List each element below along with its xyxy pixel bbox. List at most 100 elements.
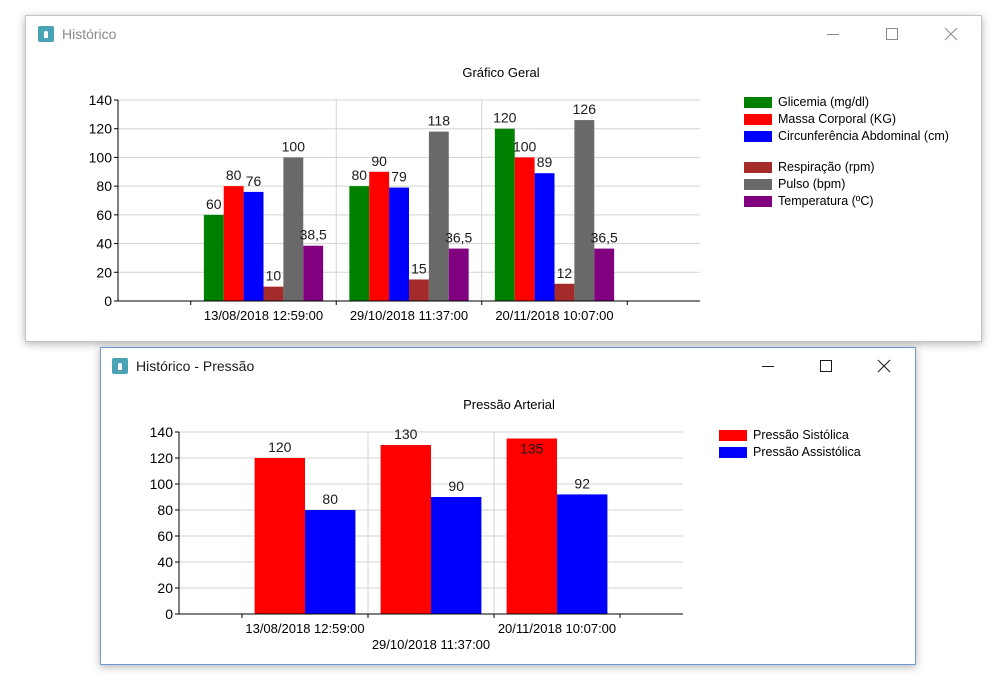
y-tick-label: 80: [157, 502, 173, 518]
bar: [203, 214, 224, 301]
legend-label: Pressão Assistólica: [753, 445, 861, 459]
data-label: 36,5: [591, 230, 618, 246]
x-tick-label: 29/10/2018 11:37:00: [350, 308, 468, 323]
legend-label: Pressão Sistólica: [753, 428, 849, 442]
bar: [223, 186, 244, 301]
legend-label: Pulso (bpm): [778, 177, 846, 191]
bar: [554, 283, 575, 301]
title-bar[interactable]: Histórico: [26, 16, 981, 52]
bar: [506, 438, 557, 614]
y-tick-label: 60: [157, 528, 173, 544]
window-title: Histórico: [62, 26, 117, 42]
historico-window: Histórico Gráfico Geral 0 20 40 60 80 100 120 14…: [25, 15, 982, 342]
bar: [263, 286, 284, 301]
bar: [428, 131, 449, 301]
y-tick-label: 100: [150, 476, 174, 492]
data-label: 126: [573, 101, 597, 117]
close-icon[interactable]: [940, 23, 962, 45]
chart-title: Gráfico Geral: [462, 65, 539, 80]
x-tick-label: 20/11/2018 10:07:00: [495, 308, 613, 323]
data-label: 80: [322, 491, 338, 507]
legend-item: Glicemia (mg/dl): [744, 95, 964, 109]
bar: [305, 510, 356, 614]
x-tick-label: 29/10/2018 11:37:00: [372, 637, 490, 652]
legend-swatch: [744, 131, 772, 142]
legend-label: Circunferência Abdominal (cm): [778, 129, 949, 143]
chart-title: Pressão Arterial: [463, 397, 555, 412]
y-tick-label: 100: [89, 149, 113, 165]
data-label: 120: [268, 439, 292, 455]
data-label: 60: [206, 196, 222, 212]
legend-item: Respiração (rpm): [744, 160, 964, 174]
bar: [254, 458, 305, 614]
x-tick-label: 13/08/2018 12:59:00: [245, 621, 364, 636]
y-tick-label: 60: [96, 207, 112, 223]
data-label: 12: [557, 265, 573, 281]
data-label: 118: [428, 113, 451, 129]
bar: [409, 279, 429, 301]
legend-item: Pulso (bpm): [744, 177, 964, 191]
maximize-icon[interactable]: [815, 355, 837, 377]
legend-swatch: [719, 430, 747, 441]
bar: [369, 171, 390, 301]
x-tick-label: 20/11/2018 10:07:00: [498, 621, 616, 636]
bar: [557, 494, 608, 614]
data-label: 100: [513, 138, 537, 154]
y-tick-label: 140: [150, 424, 174, 440]
data-label: 120: [493, 110, 517, 126]
data-label: 36,5: [445, 230, 472, 246]
minimize-icon[interactable]: [822, 23, 844, 45]
data-label: 76: [246, 173, 262, 189]
legend-label: Respiração (rpm): [778, 160, 875, 174]
data-label: 90: [448, 478, 464, 494]
data-label: 79: [391, 169, 407, 185]
app-icon: [38, 26, 54, 42]
general-chart: Gráfico Geral020406080100120140608012080…: [89, 65, 700, 323]
data-label: 100: [282, 138, 306, 154]
legend-label: Glicemia (mg/dl): [778, 95, 869, 109]
close-icon[interactable]: [873, 355, 895, 377]
y-tick-label: 120: [89, 121, 113, 137]
legend-swatch: [744, 97, 772, 108]
bar: [514, 157, 535, 301]
y-tick-label: 120: [150, 450, 174, 466]
bar: [534, 173, 555, 301]
bar: [389, 187, 409, 301]
window-title: Histórico - Pressão: [136, 358, 255, 374]
legend-swatch: [744, 162, 772, 173]
y-tick-label: 20: [157, 580, 173, 596]
title-bar[interactable]: Histórico - Pressão: [101, 348, 915, 384]
x-tick-label: 13/08/2018 12:59:00: [204, 308, 323, 323]
legend-item: Pressão Assistólica: [719, 445, 899, 459]
data-label: 135: [520, 441, 544, 457]
bar: [594, 248, 615, 301]
data-label: 90: [371, 153, 387, 169]
legend-swatch: [744, 114, 772, 125]
legend-item: Circunferência Abdominal (cm): [744, 129, 964, 143]
y-tick-label: 140: [89, 92, 113, 108]
bar: [380, 445, 431, 614]
data-label: 89: [537, 154, 553, 170]
legend-item: Pressão Sistólica: [719, 428, 899, 442]
legend-swatch: [719, 447, 747, 458]
bar: [349, 186, 370, 301]
legend-label: Massa Corporal (KG): [778, 112, 897, 126]
legend-swatch: [744, 196, 772, 207]
bar: [448, 248, 469, 301]
bar: [303, 245, 324, 301]
data-label: 80: [226, 167, 242, 183]
data-label: 15: [411, 260, 427, 276]
bar: [494, 128, 515, 301]
data-label: 80: [351, 167, 367, 183]
app-icon: [112, 358, 128, 374]
y-tick-label: 0: [104, 293, 112, 309]
bar: [283, 157, 304, 301]
minimize-icon[interactable]: [757, 355, 779, 377]
data-label: 38,5: [300, 227, 327, 243]
legend-item: Temperatura (ºC): [744, 194, 964, 208]
y-tick-label: 40: [96, 236, 112, 252]
data-label: 92: [574, 475, 590, 491]
y-tick-label: 80: [96, 178, 112, 194]
y-tick-label: 0: [165, 606, 173, 622]
maximize-icon[interactable]: [881, 23, 903, 45]
